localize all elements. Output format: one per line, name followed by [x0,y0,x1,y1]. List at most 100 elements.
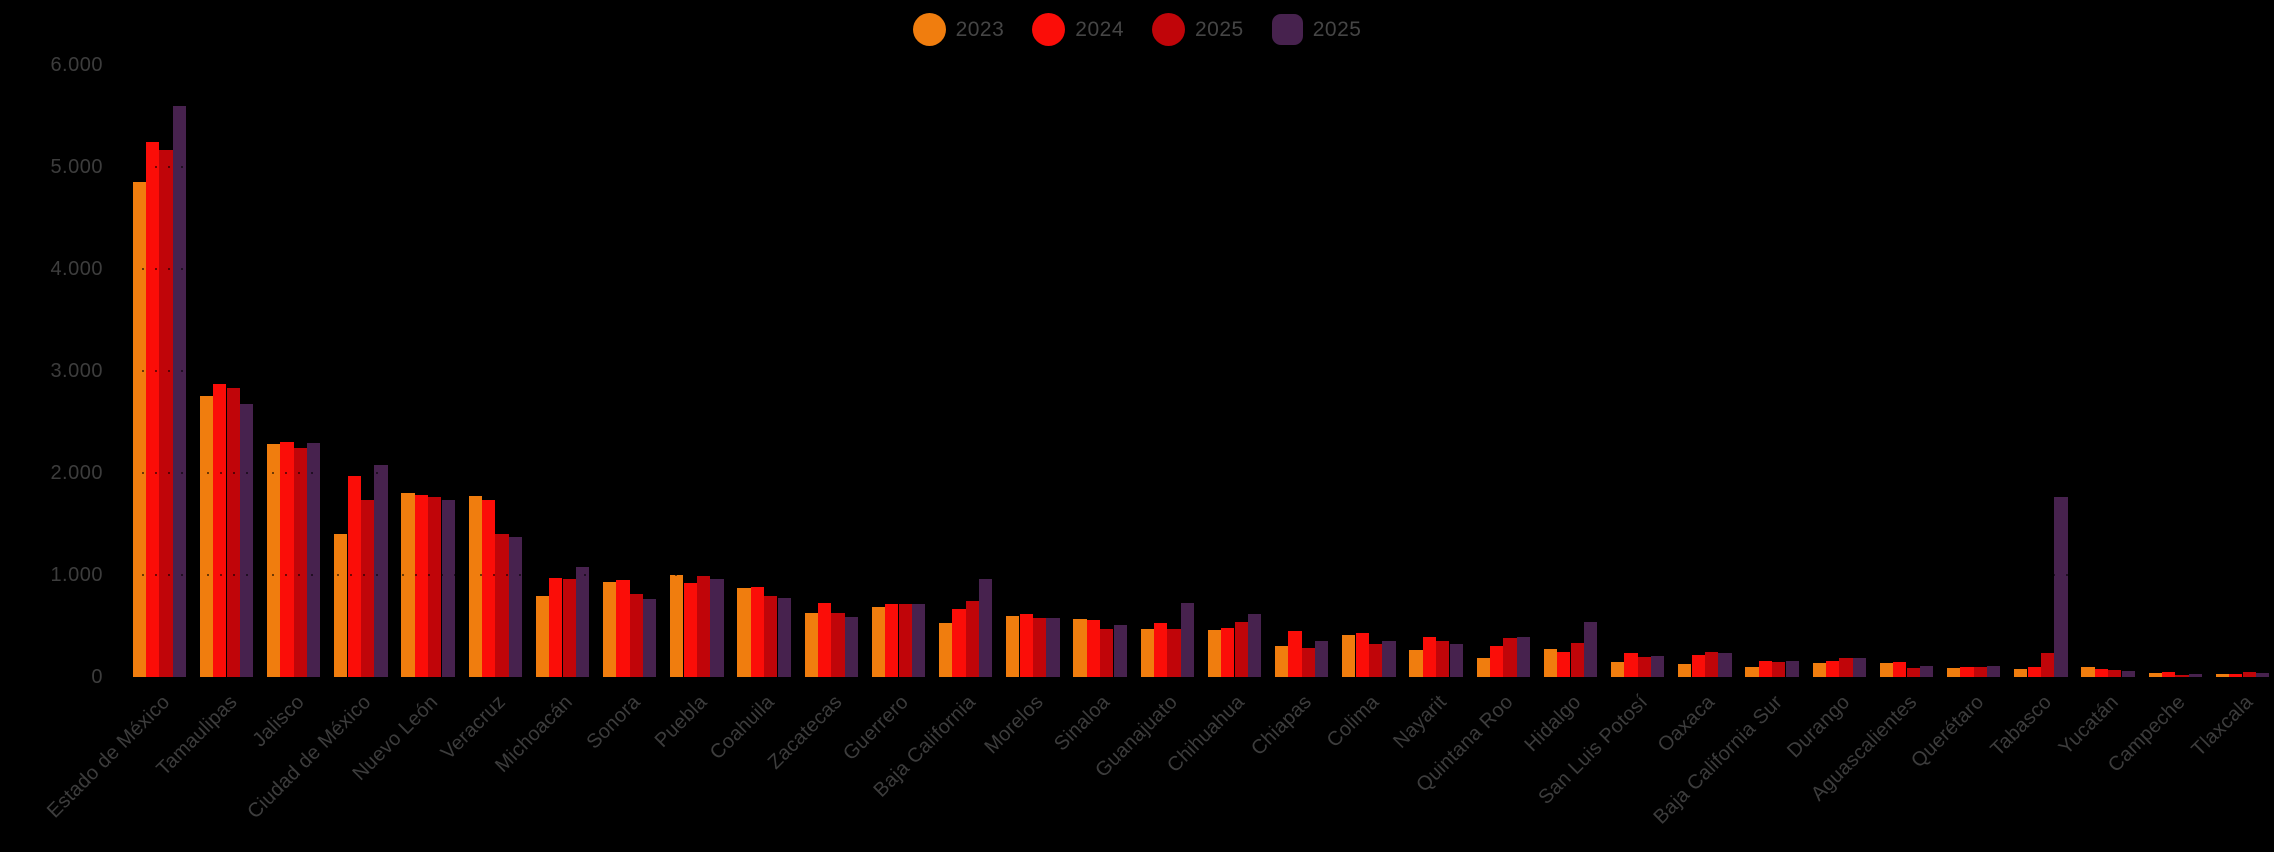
bar[interactable] [1476,658,1490,677]
bar[interactable] [1543,649,1558,677]
bar[interactable] [2121,670,2135,677]
bar[interactable] [1382,640,1396,677]
bar[interactable] [1570,643,1584,677]
bar[interactable] [764,596,778,677]
bar[interactable] [804,612,818,677]
bar[interactable] [696,576,711,677]
bar[interactable] [1637,656,1652,677]
bar[interactable] [1368,643,1383,677]
bar[interactable] [2242,672,2256,677]
bar[interactable] [132,182,146,677]
bar[interactable] [347,475,361,677]
bar[interactable] [1234,622,1248,677]
bar[interactable] [199,395,214,677]
bar[interactable] [2161,671,2176,677]
bar[interactable] [495,534,509,677]
bar[interactable] [239,403,254,677]
bar[interactable] [2188,674,2203,677]
bar[interactable] [226,388,240,677]
bar[interactable] [777,598,791,677]
bar[interactable] [1691,654,1705,677]
bar[interactable] [1987,665,2001,677]
bar[interactable] [172,105,187,677]
bar[interactable] [2094,669,2109,677]
bar[interactable] [2014,668,2028,677]
bar[interactable] [1906,667,1920,677]
bar[interactable] [2175,675,2189,677]
bar[interactable] [280,442,294,677]
bar[interactable] [145,141,160,677]
bar[interactable] [1153,623,1168,677]
bar[interactable] [1919,666,1934,677]
bar[interactable] [844,617,859,677]
bar[interactable] [737,588,751,677]
bar[interactable] [1893,661,1907,677]
bar[interactable] [1758,660,1773,677]
bar[interactable] [979,579,993,677]
bar[interactable] [817,602,832,677]
bar[interactable] [1019,613,1033,677]
bar[interactable] [1167,628,1181,677]
bar[interactable] [374,465,388,677]
bar[interactable] [266,444,281,677]
bar[interactable] [952,608,966,677]
legend-item-2025-2[interactable]: 2025 [1152,13,1244,46]
bar[interactable] [831,613,845,677]
bar[interactable] [1422,637,1437,677]
bar[interactable] [2027,667,2041,677]
bar[interactable] [1006,615,1020,677]
bar[interactable] [334,533,348,677]
bar[interactable] [1852,657,1867,677]
bar[interactable] [1409,650,1423,677]
bar[interactable] [1785,661,1799,677]
bar[interactable] [1342,635,1356,677]
bar[interactable] [1745,666,1759,677]
bar[interactable] [1301,648,1316,677]
bar[interactable] [710,579,724,677]
bar[interactable] [1207,629,1222,677]
bar[interactable] [1557,651,1571,677]
bar[interactable] [1180,603,1195,677]
bar[interactable] [2108,670,2122,677]
bar[interactable] [616,580,630,677]
bar[interactable] [159,149,173,677]
bar[interactable] [1651,655,1665,677]
bar[interactable] [629,593,644,677]
bar[interactable] [2229,674,2243,677]
bar[interactable] [1772,662,1786,677]
legend-item-2025-3[interactable]: 2025 [1271,14,1362,45]
bar[interactable] [1086,620,1101,677]
bar[interactable] [1436,641,1450,677]
bar[interactable] [871,606,886,677]
bar[interactable] [1113,625,1127,677]
bar[interactable] [2148,673,2162,677]
bar[interactable] [1288,631,1302,677]
legend-item-2024-1[interactable]: 2024 [1032,13,1124,46]
bar[interactable] [1718,653,1732,677]
bar[interactable] [293,447,308,677]
legend-item-2023-0[interactable]: 2023 [912,13,1005,46]
bar[interactable] [1879,662,1894,677]
bar[interactable] [1315,641,1329,677]
bar[interactable] [2054,497,2068,677]
bar[interactable] [965,601,980,677]
bar[interactable] [468,496,482,677]
bar[interactable] [1839,657,1853,677]
bar[interactable] [938,622,953,677]
bar[interactable] [683,583,697,677]
bar[interactable] [1046,617,1060,677]
bar[interactable] [1583,621,1598,677]
bar[interactable] [441,500,455,677]
bar[interactable] [1624,652,1638,677]
bar[interactable] [535,596,550,677]
bar[interactable] [1274,646,1289,677]
bar[interactable] [1221,628,1235,677]
bar[interactable] [1516,636,1531,677]
bar[interactable] [1140,628,1154,677]
bar[interactable] [1073,619,1087,677]
bar[interactable] [549,578,563,677]
bar[interactable] [1610,662,1625,677]
bar[interactable] [1973,667,1988,677]
bar[interactable] [1946,667,1961,677]
bar[interactable] [1100,629,1114,677]
